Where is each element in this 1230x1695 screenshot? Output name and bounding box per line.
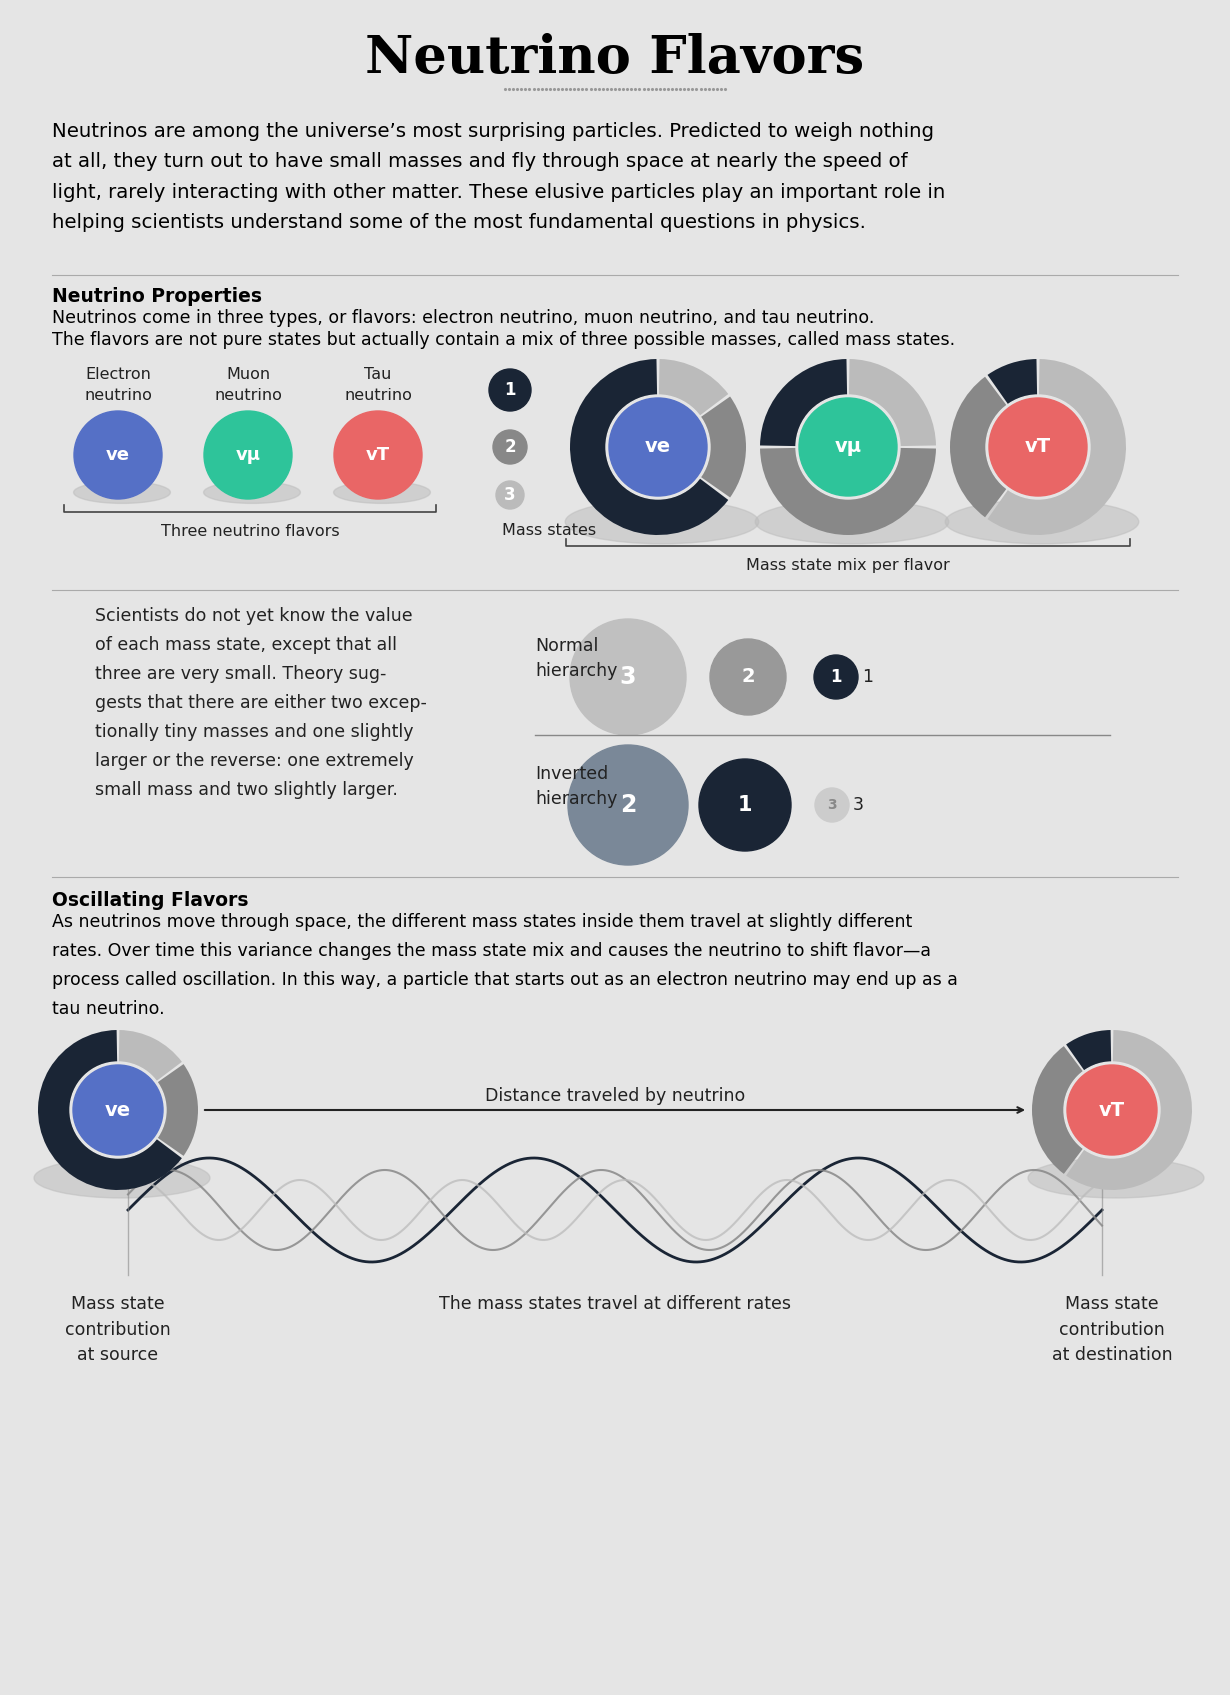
Text: 3: 3 [504, 486, 515, 503]
Wedge shape [119, 1031, 182, 1081]
Wedge shape [38, 1031, 182, 1190]
Circle shape [70, 1063, 166, 1158]
Text: 2: 2 [620, 793, 636, 817]
Ellipse shape [34, 1158, 210, 1198]
Wedge shape [569, 359, 728, 536]
Text: Neutrino Properties: Neutrino Properties [52, 286, 262, 307]
Text: Muon
neutrino: Muon neutrino [214, 368, 282, 403]
Text: The flavors are not pure states but actually contain a mix of three possible mas: The flavors are not pure states but actu… [52, 331, 956, 349]
Text: vμ: vμ [235, 446, 261, 464]
Ellipse shape [74, 481, 171, 503]
Circle shape [1066, 1064, 1157, 1154]
Text: ve: ve [645, 437, 672, 456]
Wedge shape [701, 397, 747, 497]
Text: 1: 1 [862, 668, 873, 686]
Text: As neutrinos move through space, the different mass states inside them travel at: As neutrinos move through space, the dif… [52, 914, 958, 1017]
Text: 2: 2 [504, 437, 515, 456]
Circle shape [73, 1064, 164, 1154]
Ellipse shape [204, 481, 300, 503]
Circle shape [204, 410, 292, 498]
Circle shape [989, 398, 1087, 497]
Wedge shape [988, 359, 1125, 536]
Circle shape [699, 759, 791, 851]
Text: Neutrino Flavors: Neutrino Flavors [365, 32, 865, 85]
Circle shape [335, 410, 422, 498]
Text: 2: 2 [742, 668, 755, 686]
Text: vT: vT [1098, 1100, 1125, 1119]
Circle shape [568, 746, 688, 864]
Text: Mass state
contribution
at source: Mass state contribution at source [65, 1295, 171, 1364]
Circle shape [815, 788, 849, 822]
Text: Normal
hierarchy: Normal hierarchy [535, 637, 617, 680]
Circle shape [496, 481, 524, 508]
Wedge shape [760, 447, 936, 536]
Circle shape [796, 395, 900, 498]
Text: Mass state mix per flavor: Mass state mix per flavor [747, 558, 950, 573]
Text: 1: 1 [504, 381, 515, 398]
Wedge shape [950, 376, 1006, 517]
Text: 3: 3 [828, 798, 836, 812]
Text: 1: 1 [738, 795, 753, 815]
Text: Three neutrino flavors: Three neutrino flavors [161, 524, 339, 539]
Wedge shape [157, 1064, 198, 1156]
Text: The mass states travel at different rates: The mass states travel at different rate… [439, 1295, 791, 1314]
Circle shape [986, 395, 1090, 498]
Ellipse shape [333, 481, 430, 503]
Text: Oscillating Flavors: Oscillating Flavors [52, 892, 248, 910]
Wedge shape [849, 359, 936, 446]
Text: vT: vT [367, 446, 390, 464]
Wedge shape [1066, 1031, 1111, 1071]
Text: Scientists do not yet know the value
of each mass state, except that all
three a: Scientists do not yet know the value of … [95, 607, 427, 798]
Text: Neutrinos are among the universe’s most surprising particles. Predicted to weigh: Neutrinos are among the universe’s most … [52, 122, 945, 232]
Circle shape [609, 398, 707, 497]
Text: Neutrinos come in three types, or flavors: electron neutrino, muon neutrino, and: Neutrinos come in three types, or flavor… [52, 308, 875, 327]
Text: vμ: vμ [834, 437, 861, 456]
Wedge shape [1066, 1031, 1192, 1190]
Wedge shape [988, 359, 1037, 405]
Circle shape [1064, 1063, 1160, 1158]
Text: ve: ve [105, 1100, 132, 1119]
Ellipse shape [945, 500, 1139, 544]
Text: Distance traveled by neutrino: Distance traveled by neutrino [485, 1086, 745, 1105]
Circle shape [490, 370, 531, 410]
Ellipse shape [755, 500, 948, 544]
Text: Inverted
hierarchy: Inverted hierarchy [535, 764, 617, 809]
Text: Tau
neutrino: Tau neutrino [344, 368, 412, 403]
Text: Mass states: Mass states [502, 524, 597, 537]
Text: Electron
neutrino: Electron neutrino [84, 368, 153, 403]
Wedge shape [659, 359, 728, 415]
Circle shape [710, 639, 786, 715]
Wedge shape [1032, 1046, 1084, 1175]
Circle shape [800, 398, 897, 497]
Circle shape [606, 395, 710, 498]
Text: 3: 3 [852, 797, 863, 814]
Text: Mass state
contribution
at destination: Mass state contribution at destination [1052, 1295, 1172, 1364]
Circle shape [814, 654, 859, 698]
Text: 3: 3 [620, 664, 636, 688]
Ellipse shape [566, 500, 759, 544]
Text: ve: ve [106, 446, 130, 464]
Wedge shape [760, 359, 847, 446]
Circle shape [74, 410, 162, 498]
Ellipse shape [1028, 1158, 1204, 1198]
Text: vT: vT [1025, 437, 1052, 456]
Text: 1: 1 [830, 668, 841, 686]
Circle shape [569, 619, 686, 736]
Circle shape [493, 431, 526, 464]
